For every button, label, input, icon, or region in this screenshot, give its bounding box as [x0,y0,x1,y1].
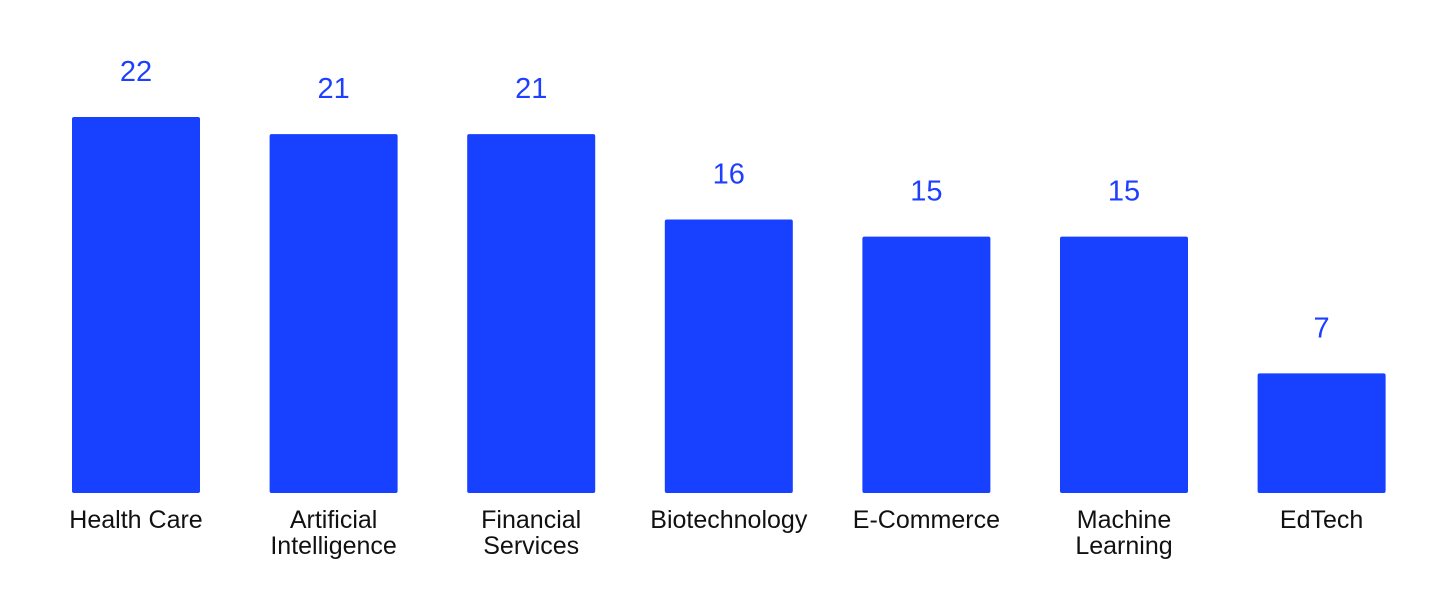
category-label-line: Health Care [69,506,202,534]
category-label-line: Intelligence [270,532,396,560]
category-labels-group: Health Care Artificial Intelligence Financi… [69,506,1363,560]
value-label-1: 21 [317,73,349,105]
bar-2 [467,134,596,493]
category-label-line: Biotechnology [650,506,808,534]
category-label-0: Health Care [69,506,202,534]
category-label-3: Biotechnology [650,506,808,534]
value-label-4: 15 [910,176,942,208]
category-label-line: Machine [1077,506,1172,534]
value-label-0: 22 [120,56,152,88]
category-label-1: Artificial Intelligence [270,506,396,560]
bars-group [72,117,1386,493]
category-label-4: E-Commerce [853,506,1000,534]
bar-0 [72,117,200,493]
category-label-6: EdTech [1280,506,1363,534]
value-label-3: 16 [713,159,745,191]
category-label-line: Services [483,532,579,560]
value-label-2: 21 [515,73,547,105]
category-label-line: EdTech [1280,506,1363,534]
bar-6 [1257,373,1386,493]
category-label-line: Learning [1075,532,1172,560]
bar-4 [862,236,991,493]
category-label-5: Machine Learning [1075,506,1172,560]
value-labels-group: 22 21 21 16 15 15 7 [120,56,1330,344]
category-label-2: Financial Services [481,506,581,560]
bar-5 [1060,236,1188,493]
value-label-6: 7 [1314,312,1330,344]
bar-1 [269,134,398,493]
category-label-line: Artificial [290,506,378,534]
bar-3 [664,219,793,493]
value-label-5: 15 [1108,176,1140,208]
category-label-line: Financial [481,506,581,534]
category-label-line: E-Commerce [853,506,1000,534]
